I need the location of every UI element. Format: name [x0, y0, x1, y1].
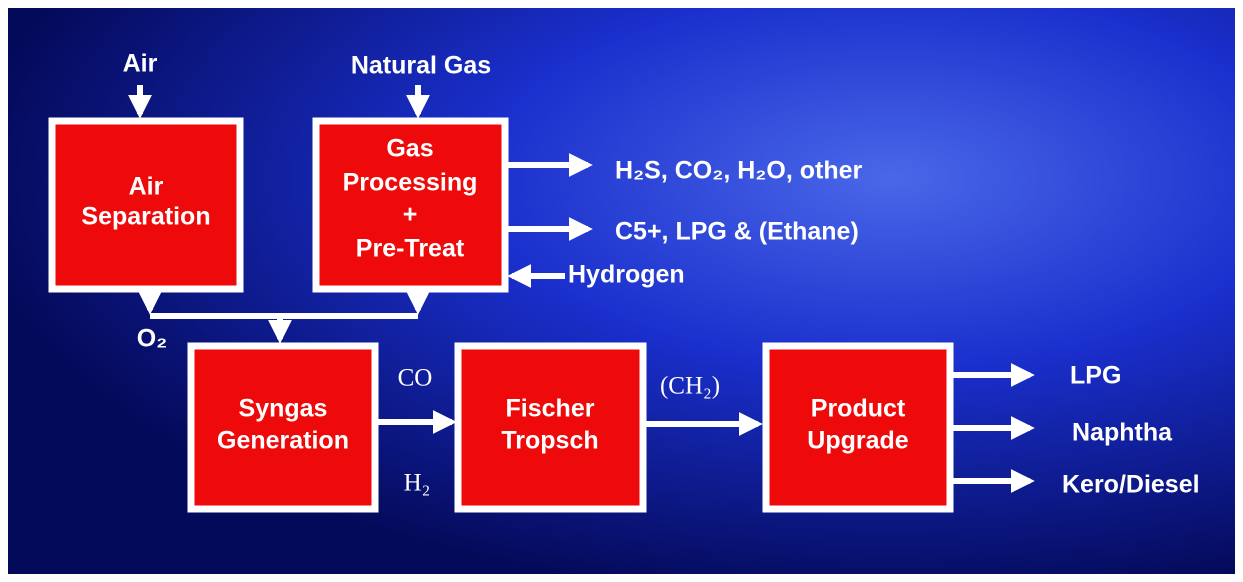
stream-label: O₂	[137, 325, 168, 353]
input-label: Hydrogen	[568, 261, 685, 289]
stream-label: CO	[398, 365, 433, 392]
node-label: Pre-Treat	[356, 235, 465, 263]
input-label: Air	[123, 50, 158, 78]
product-label: Naphtha	[1072, 419, 1173, 447]
node-label: Separation	[81, 203, 210, 231]
node-label: Air	[129, 173, 164, 201]
node-label: Fischer	[506, 395, 595, 423]
node-label: Processing	[343, 169, 478, 197]
node-box	[187, 342, 379, 513]
product-label: Kero/Diesel	[1062, 471, 1200, 499]
node-label: +	[403, 201, 418, 229]
product-label: LPG	[1070, 362, 1121, 390]
stream-label: (CH₂)	[660, 373, 720, 400]
input-label: Natural Gas	[351, 52, 491, 80]
stream-label: H₂	[404, 470, 431, 497]
arrows	[128, 85, 1035, 493]
node-box	[48, 117, 244, 293]
node-label: Syngas	[239, 395, 328, 423]
stream-label: H₂S, CO₂, H₂O, other	[615, 157, 863, 185]
node-label: Gas	[386, 135, 433, 163]
node-box	[312, 117, 509, 293]
node-box	[454, 342, 647, 513]
node-label: Product	[811, 395, 906, 423]
node-label: Generation	[217, 427, 349, 455]
stream-label: C5+, LPG & (Ethane)	[615, 218, 859, 246]
node-label: Upgrade	[807, 427, 909, 455]
node-label: Tropsch	[501, 427, 598, 455]
node-box	[762, 342, 954, 513]
